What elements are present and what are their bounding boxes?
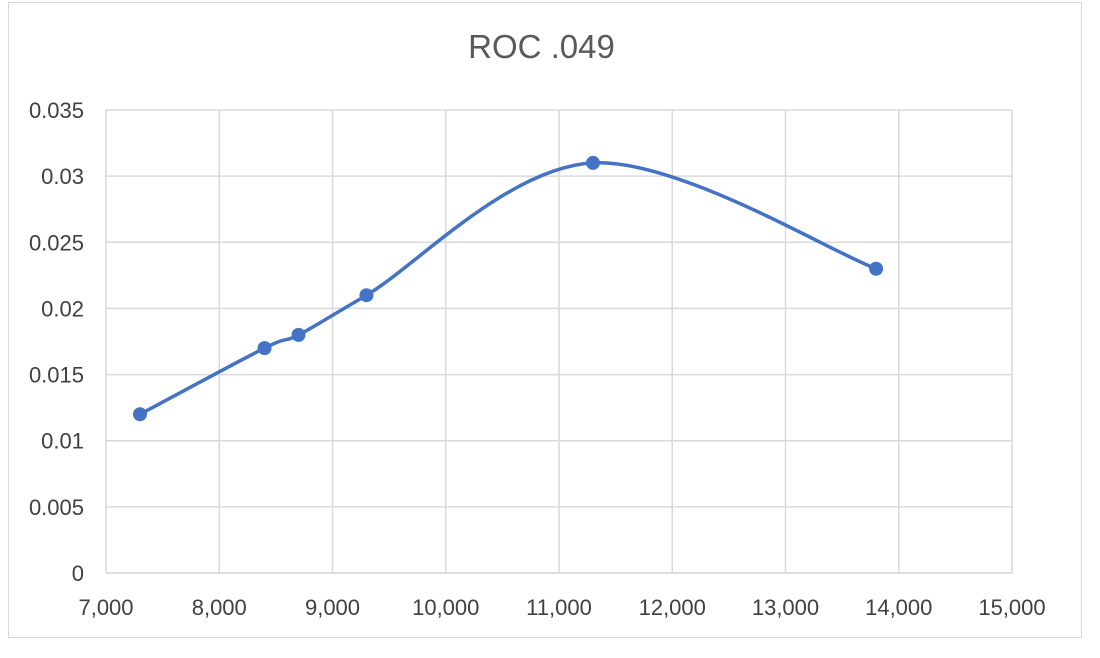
chart-title: ROC .049 xyxy=(468,28,615,65)
data-point xyxy=(132,407,147,422)
chart-frame xyxy=(8,2,1082,638)
data-point xyxy=(869,261,884,276)
x-tick-label: 9,000 xyxy=(305,595,360,620)
x-tick-label: 15,000 xyxy=(978,595,1045,620)
gridlines xyxy=(105,109,1013,574)
y-tick-label: 0 xyxy=(72,561,84,586)
data-point xyxy=(359,288,374,303)
y-axis-ticks: 0 0.005 0.01 0.015 0.02 0.025 0.03 0.035 xyxy=(29,98,84,586)
data-point xyxy=(291,327,306,342)
y-tick-label: 0.02 xyxy=(41,296,84,321)
x-tick-label: 14,000 xyxy=(865,595,932,620)
x-tick-label: 11,000 xyxy=(526,595,592,620)
y-tick-label: 0.025 xyxy=(29,230,84,255)
x-axis-ticks: 7,000 8,000 9,000 10,000 11,000 12,000 13,000 1… xyxy=(78,595,1045,620)
x-tick-label: 10,000 xyxy=(412,595,479,620)
y-tick-label: 0.03 xyxy=(41,164,84,189)
data-point xyxy=(585,155,600,170)
y-tick-label: 0.015 xyxy=(29,363,84,388)
x-tick-label: 13,000 xyxy=(752,595,819,620)
y-tick-label: 0.035 xyxy=(29,98,84,123)
y-tick-label: 0.01 xyxy=(41,429,84,454)
x-tick-label: 8,000 xyxy=(192,595,247,620)
y-tick-label: 0.005 xyxy=(29,495,84,520)
x-tick-label: 12,000 xyxy=(639,595,706,620)
x-tick-label: 7,000 xyxy=(78,595,133,620)
series-line xyxy=(139,161,877,416)
data-point xyxy=(257,341,272,356)
data-points xyxy=(132,155,884,422)
